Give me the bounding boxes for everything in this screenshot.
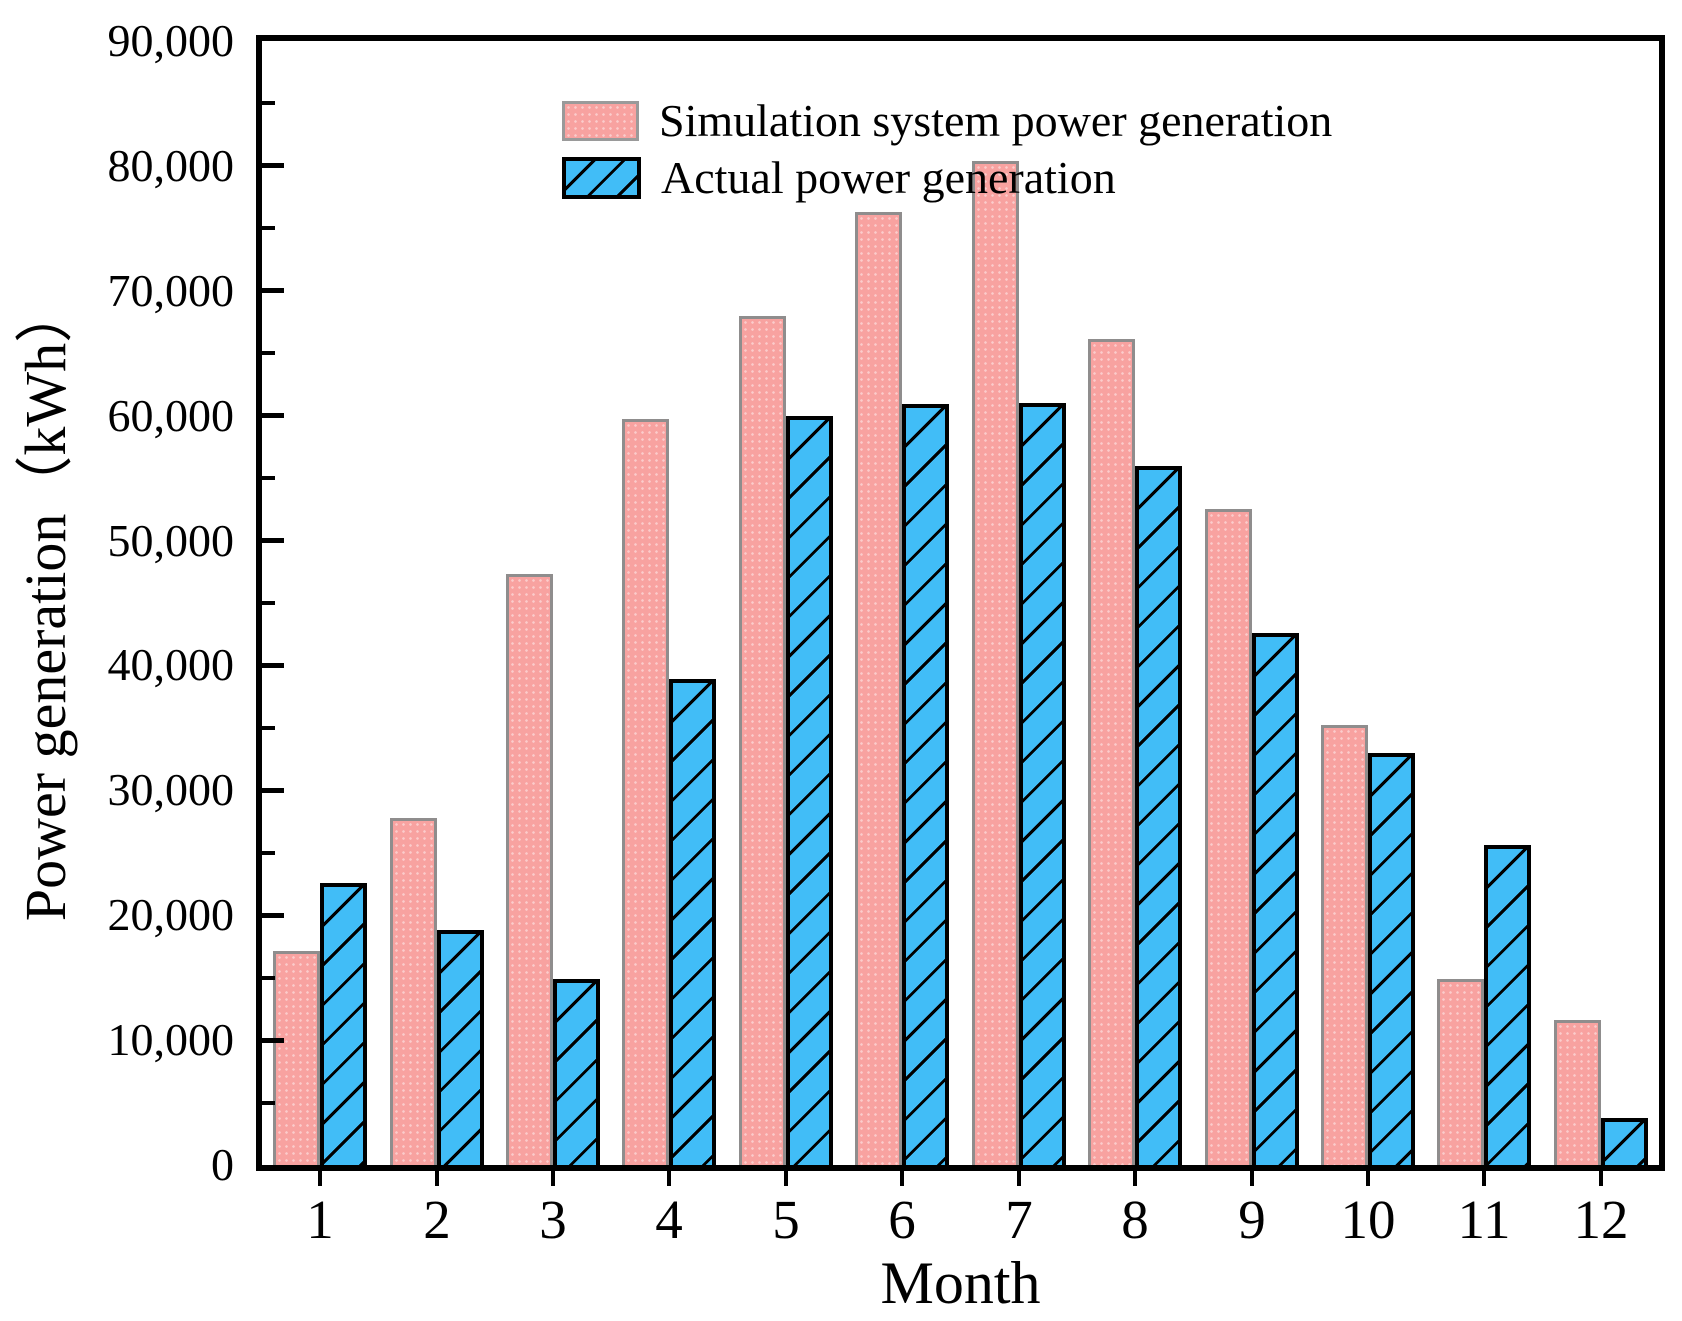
x-tick-label-11: 11 <box>1457 1189 1511 1250</box>
legend-item-actual: Actual power generation <box>562 154 1332 202</box>
y-minor-tick <box>262 726 275 730</box>
x-tick-label-8: 8 <box>1121 1189 1149 1250</box>
bar-actual-month-4 <box>669 679 716 1165</box>
x-tick-label-10: 10 <box>1340 1189 1396 1250</box>
bar-actual-month-7 <box>1019 403 1066 1165</box>
y-minor-tick <box>262 226 275 230</box>
bar-simulation-month-7 <box>972 161 1019 1165</box>
bar-actual-month-9 <box>1252 633 1299 1165</box>
legend-label-simulation: Simulation system power generation <box>659 95 1333 146</box>
bar-simulation-month-10 <box>1321 725 1368 1165</box>
bar-actual-month-6 <box>902 404 949 1165</box>
y-tick-label-80000: 80,000 <box>107 140 235 191</box>
y-major-tick <box>262 788 284 793</box>
x-tick-month-10 <box>1366 1171 1370 1186</box>
y-tick-label-50000: 50,000 <box>107 515 235 566</box>
y-minor-tick <box>262 601 275 605</box>
y-tick-label-60000: 60,000 <box>107 390 235 441</box>
simulation-swatch-icon <box>562 101 639 141</box>
x-tick-month-6 <box>900 1171 904 1186</box>
x-tick-month-11 <box>1482 1171 1486 1186</box>
x-tick-month-5 <box>784 1171 788 1186</box>
legend: Simulation system power generation Actua… <box>562 97 1332 202</box>
bar-actual-month-5 <box>786 416 833 1165</box>
y-major-tick <box>262 163 284 168</box>
x-tick-month-12 <box>1599 1171 1603 1186</box>
y-tick-label-20000: 20,000 <box>107 889 235 940</box>
y-tick-label-10000: 10,000 <box>107 1014 235 1065</box>
y-major-tick <box>262 538 284 543</box>
y-tick-label-90000: 90,000 <box>107 15 235 66</box>
bar-simulation-month-2 <box>390 818 437 1165</box>
bar-simulation-month-9 <box>1205 509 1252 1165</box>
bar-actual-month-2 <box>437 930 484 1165</box>
x-tick-label-7: 7 <box>1005 1189 1033 1250</box>
y-major-tick <box>262 413 284 418</box>
x-tick-label-4: 4 <box>655 1189 683 1250</box>
y-minor-tick <box>262 476 275 480</box>
x-tick-label-3: 3 <box>539 1189 567 1250</box>
x-tick-month-1 <box>318 1171 322 1186</box>
actual-swatch-icon <box>562 157 641 199</box>
x-tick-label-2: 2 <box>423 1189 451 1250</box>
bar-actual-month-8 <box>1135 466 1182 1165</box>
x-tick-month-8 <box>1133 1171 1137 1186</box>
x-tick-label-9: 9 <box>1238 1189 1266 1250</box>
y-tick-label-30000: 30,000 <box>107 764 235 815</box>
bar-simulation-month-4 <box>622 419 669 1165</box>
legend-label-actual: Actual power generation <box>661 152 1116 203</box>
y-minor-tick <box>262 1101 275 1105</box>
x-tick-label-5: 5 <box>772 1189 800 1250</box>
bar-actual-month-10 <box>1368 753 1415 1165</box>
bar-actual-month-3 <box>553 979 600 1165</box>
x-tick-label-1: 1 <box>306 1189 334 1250</box>
x-tick-month-9 <box>1250 1171 1254 1186</box>
x-tick-month-7 <box>1017 1171 1021 1186</box>
y-tick-label-40000: 40,000 <box>107 639 235 690</box>
legend-item-simulation: Simulation system power generation <box>562 97 1332 145</box>
y-minor-tick <box>262 351 275 355</box>
plot-area: Simulation system power generation Actua… <box>256 35 1665 1171</box>
y-minor-tick <box>262 976 275 980</box>
x-tick-label-12: 12 <box>1573 1189 1629 1250</box>
y-axis-title: Power generation（kWh） <box>13 284 78 922</box>
bar-simulation-month-1 <box>273 951 320 1165</box>
x-tick-month-4 <box>667 1171 671 1186</box>
bar-simulation-month-3 <box>506 574 553 1165</box>
y-major-tick <box>262 288 284 293</box>
x-tick-label-6: 6 <box>888 1189 916 1250</box>
bar-actual-month-11 <box>1484 845 1531 1165</box>
bar-simulation-month-11 <box>1437 979 1484 1165</box>
x-tick-month-3 <box>551 1171 555 1186</box>
x-tick-month-2 <box>435 1171 439 1186</box>
bar-simulation-month-8 <box>1088 339 1135 1165</box>
y-tick-label-0: 0 <box>211 1139 234 1190</box>
y-major-tick <box>262 1038 284 1043</box>
bar-actual-month-12 <box>1601 1118 1648 1165</box>
y-major-tick <box>262 913 284 918</box>
y-minor-tick <box>262 851 275 855</box>
y-minor-tick <box>262 101 275 105</box>
bar-simulation-month-6 <box>855 212 902 1165</box>
bar-simulation-month-12 <box>1554 1020 1601 1165</box>
bar-simulation-month-5 <box>739 316 786 1165</box>
x-axis-title: Month <box>880 1250 1041 1316</box>
y-tick-label-70000: 70,000 <box>107 265 235 316</box>
y-major-tick <box>262 663 284 668</box>
plot-inner <box>262 41 1659 1165</box>
bar-actual-month-1 <box>320 883 367 1165</box>
